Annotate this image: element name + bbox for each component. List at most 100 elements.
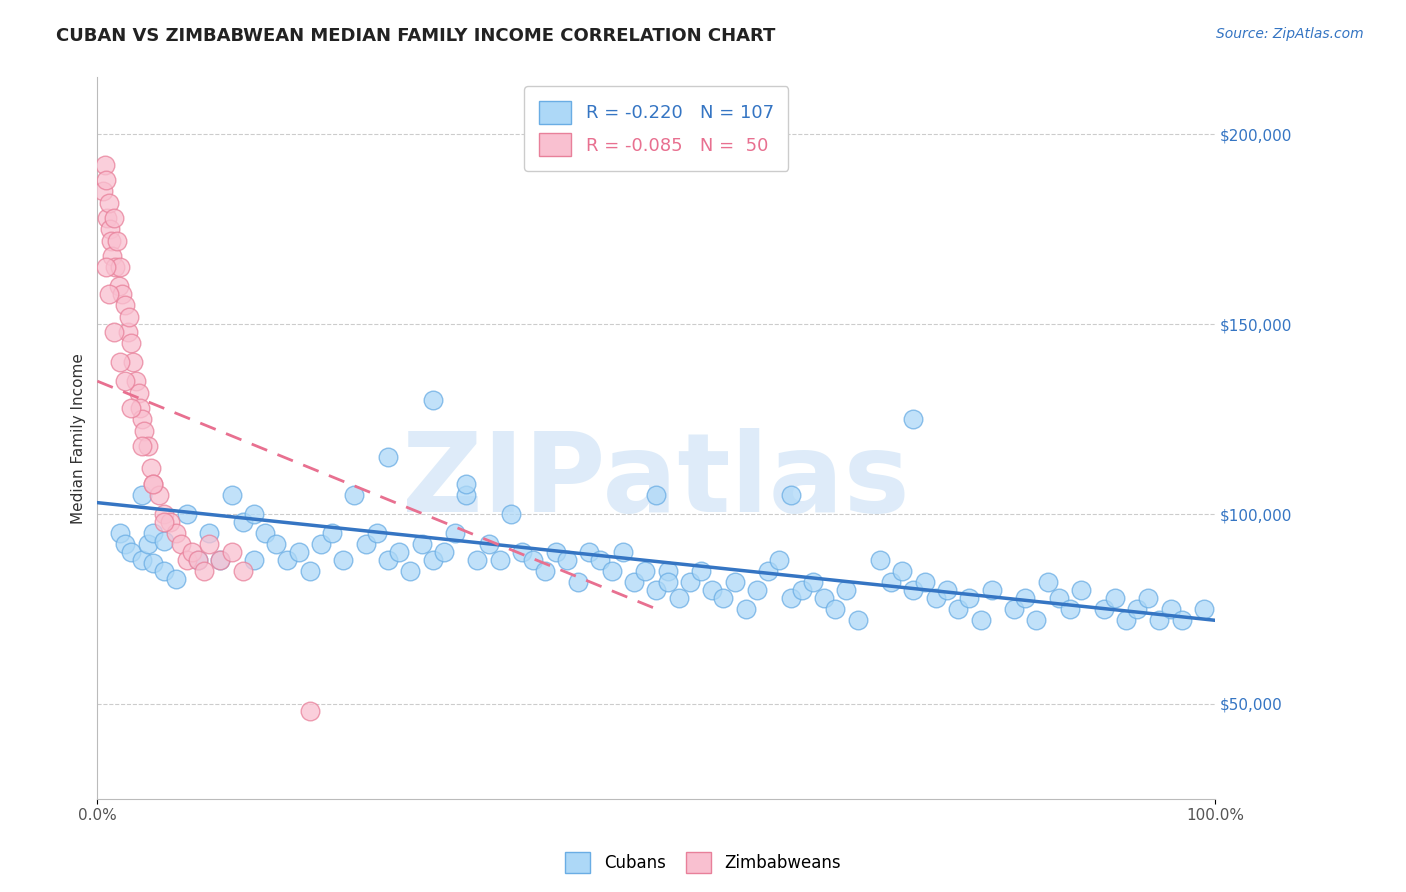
Point bbox=[422, 393, 444, 408]
Point bbox=[354, 537, 377, 551]
Point bbox=[276, 552, 298, 566]
Point bbox=[100, 234, 122, 248]
Point bbox=[713, 591, 735, 605]
Point bbox=[555, 552, 578, 566]
Point bbox=[176, 552, 198, 566]
Point bbox=[1126, 602, 1149, 616]
Point bbox=[104, 260, 127, 275]
Point bbox=[645, 488, 668, 502]
Point bbox=[198, 537, 221, 551]
Point bbox=[108, 355, 131, 369]
Point bbox=[131, 488, 153, 502]
Point bbox=[187, 552, 209, 566]
Point bbox=[846, 613, 869, 627]
Point bbox=[298, 705, 321, 719]
Point bbox=[813, 591, 835, 605]
Point bbox=[1070, 582, 1092, 597]
Point bbox=[1036, 575, 1059, 590]
Point bbox=[96, 260, 118, 275]
Point bbox=[198, 526, 221, 541]
Point bbox=[1160, 602, 1182, 616]
Point bbox=[779, 591, 801, 605]
Point bbox=[612, 545, 634, 559]
Point bbox=[377, 450, 399, 464]
Point bbox=[533, 564, 555, 578]
Point bbox=[264, 537, 287, 551]
Point bbox=[1192, 602, 1215, 616]
Point bbox=[668, 591, 690, 605]
Point bbox=[131, 439, 153, 453]
Point bbox=[153, 515, 176, 529]
Legend: R = -0.220   N = 107, R = -0.085   N =  50: R = -0.220 N = 107, R = -0.085 N = 50 bbox=[524, 87, 789, 170]
Point bbox=[723, 575, 745, 590]
Point bbox=[645, 582, 668, 597]
Point bbox=[287, 545, 309, 559]
Point bbox=[165, 526, 187, 541]
Point bbox=[790, 582, 813, 597]
Point bbox=[903, 412, 925, 426]
Point bbox=[309, 537, 332, 551]
Point bbox=[136, 439, 159, 453]
Point bbox=[745, 582, 768, 597]
Point bbox=[869, 552, 891, 566]
Point bbox=[153, 564, 176, 578]
Point bbox=[243, 507, 266, 521]
Text: CUBAN VS ZIMBABWEAN MEDIAN FAMILY INCOME CORRELATION CHART: CUBAN VS ZIMBABWEAN MEDIAN FAMILY INCOME… bbox=[56, 27, 776, 45]
Point bbox=[925, 591, 948, 605]
Point bbox=[221, 545, 243, 559]
Point bbox=[690, 564, 713, 578]
Point bbox=[254, 526, 277, 541]
Point bbox=[422, 552, 444, 566]
Point bbox=[510, 545, 533, 559]
Point bbox=[734, 602, 756, 616]
Point bbox=[1002, 602, 1025, 616]
Point bbox=[153, 533, 176, 548]
Point bbox=[97, 195, 120, 210]
Point bbox=[103, 325, 125, 339]
Point bbox=[343, 488, 366, 502]
Point bbox=[702, 582, 724, 597]
Point bbox=[936, 582, 959, 597]
Point bbox=[679, 575, 702, 590]
Point bbox=[411, 537, 433, 551]
Point bbox=[108, 526, 131, 541]
Point bbox=[544, 545, 567, 559]
Point bbox=[98, 222, 121, 236]
Text: Source: ZipAtlas.com: Source: ZipAtlas.com bbox=[1216, 27, 1364, 41]
Point bbox=[117, 325, 139, 339]
Point bbox=[657, 575, 679, 590]
Point bbox=[891, 564, 914, 578]
Point bbox=[96, 211, 118, 225]
Point bbox=[914, 575, 936, 590]
Point bbox=[399, 564, 422, 578]
Point bbox=[209, 552, 232, 566]
Point bbox=[801, 575, 824, 590]
Point bbox=[1047, 591, 1070, 605]
Point bbox=[131, 552, 153, 566]
Text: ZIPatlas: ZIPatlas bbox=[402, 428, 910, 535]
Point bbox=[522, 552, 544, 566]
Point bbox=[193, 564, 215, 578]
Point bbox=[600, 564, 623, 578]
Point bbox=[366, 526, 388, 541]
Point bbox=[142, 526, 165, 541]
Point bbox=[1092, 602, 1115, 616]
Point bbox=[567, 575, 589, 590]
Point bbox=[768, 552, 790, 566]
Point bbox=[1137, 591, 1160, 605]
Point bbox=[114, 298, 136, 312]
Point bbox=[187, 552, 209, 566]
Point bbox=[101, 249, 124, 263]
Point bbox=[97, 286, 120, 301]
Point bbox=[488, 552, 510, 566]
Point bbox=[232, 564, 254, 578]
Point bbox=[108, 260, 131, 275]
Point bbox=[1104, 591, 1126, 605]
Point bbox=[623, 575, 645, 590]
Point bbox=[114, 374, 136, 388]
Point bbox=[128, 401, 150, 415]
Point bbox=[467, 552, 489, 566]
Point bbox=[125, 374, 148, 388]
Point bbox=[122, 355, 145, 369]
Point bbox=[139, 461, 162, 475]
